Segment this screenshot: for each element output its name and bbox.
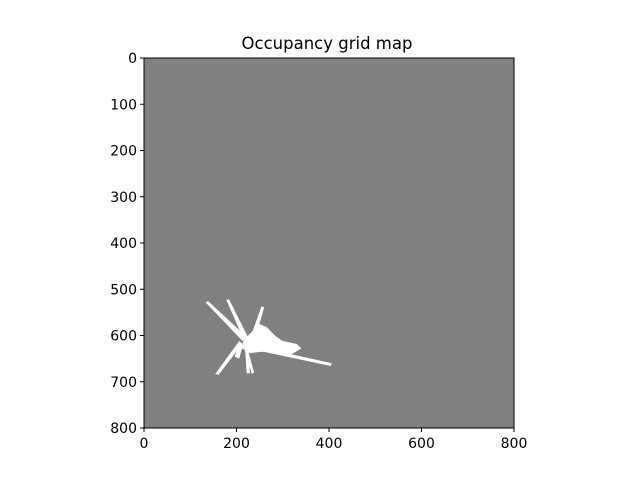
free-region-8 xyxy=(244,343,250,374)
y-tick-label: 600 xyxy=(110,329,137,345)
unknown-region xyxy=(144,58,514,428)
x-tick-label: 200 xyxy=(223,436,250,452)
x-tick-label: 0 xyxy=(140,436,149,452)
y-tick-label: 400 xyxy=(110,236,137,252)
free-space-layer xyxy=(205,299,332,375)
x-axis: 0 200 400 600 800 xyxy=(140,428,528,452)
x-tick-label: 600 xyxy=(408,436,435,452)
free-region-6 xyxy=(234,342,243,359)
y-tick-label: 0 xyxy=(128,51,137,67)
y-tick-label: 500 xyxy=(110,282,137,298)
x-tick-label: 400 xyxy=(316,436,343,452)
y-axis: 0 100 200 300 400 500 600 700 800 xyxy=(110,51,144,437)
chart-title: Occupancy grid map xyxy=(242,34,413,53)
x-tick-label: 800 xyxy=(501,436,528,452)
free-region-3 xyxy=(249,306,265,342)
y-tick-label: 300 xyxy=(110,190,137,206)
free-region-1 xyxy=(205,301,247,342)
y-tick-label: 800 xyxy=(110,421,137,437)
free-region-2 xyxy=(226,299,249,342)
free-region-5 xyxy=(215,341,243,375)
plot-area xyxy=(143,57,515,429)
y-tick-label: 700 xyxy=(110,375,137,391)
y-tick-label: 200 xyxy=(110,144,137,160)
free-region-4 xyxy=(248,344,332,367)
y-tick-label: 100 xyxy=(110,97,137,113)
